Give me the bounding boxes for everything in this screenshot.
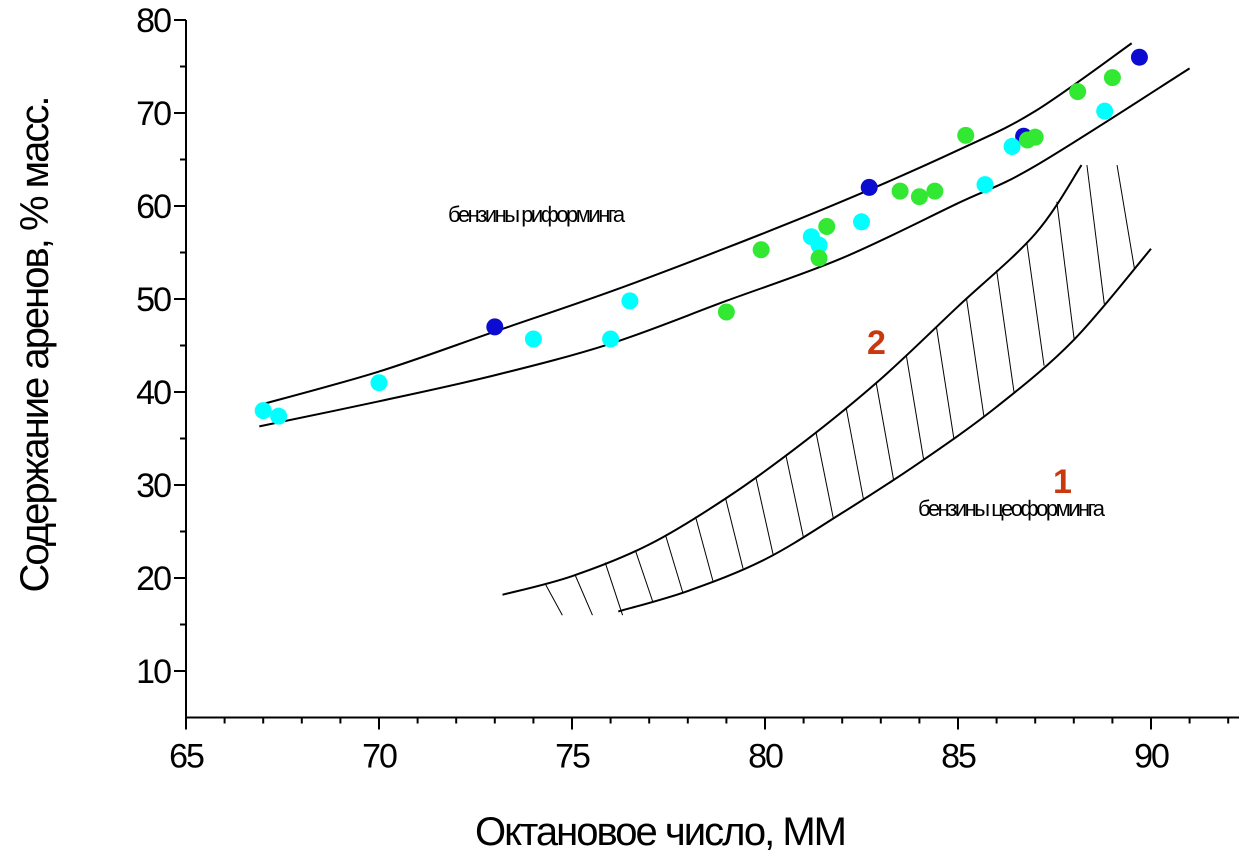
y-tick-label: 50 (136, 281, 171, 319)
zeoforming-lower-curve (618, 248, 1152, 613)
data-point (1096, 102, 1114, 120)
x-tick-label: 75 (555, 738, 590, 776)
hatch-line (1116, 164, 1135, 269)
data-point (1069, 83, 1087, 101)
hatch-line (905, 354, 925, 460)
data-point (810, 236, 828, 254)
y-tick-label: 20 (136, 560, 171, 598)
y-axis-title: Содержание аренов, % масс. (13, 98, 57, 593)
hatch-line (604, 562, 624, 616)
data-point (853, 213, 870, 231)
hatch-line (1026, 241, 1045, 366)
hatch-line (725, 498, 744, 569)
data-point (486, 318, 504, 336)
hatch-line (695, 516, 714, 581)
hatch-line (574, 574, 593, 616)
y-tick-label: 80 (136, 2, 171, 40)
data-point (910, 188, 928, 206)
data-point (602, 330, 620, 348)
x-tick-label: 70 (362, 738, 397, 776)
data-point (1130, 48, 1148, 66)
data-point (926, 182, 944, 200)
zeoforming-upper-curve (502, 164, 1083, 596)
data-point (976, 176, 994, 194)
hatch-line (815, 432, 834, 519)
data-point (1003, 137, 1021, 155)
band-number-2: 2 (867, 324, 886, 362)
hatch-line (965, 298, 985, 417)
x-tick-label: 85 (941, 738, 976, 776)
data-point (860, 178, 878, 196)
data-point (891, 182, 909, 200)
reforming-upper-curve (259, 42, 1133, 406)
axes: 10 20 30 40 50 60 70 80 65 70 75 80 85 90 (136, 2, 1239, 776)
data-point (810, 249, 828, 267)
x-tick-label: 65 (169, 738, 204, 776)
y-tick-label: 70 (136, 95, 171, 133)
reforming-lower-curve (259, 67, 1191, 428)
data-point (717, 303, 735, 321)
hatch-line (634, 550, 654, 602)
y-tick-label: 60 (136, 188, 171, 226)
y-tick-label: 10 (136, 653, 171, 691)
band-number-1: 1 (1053, 463, 1072, 501)
y-tick-label: 30 (136, 467, 171, 505)
hatch-line (935, 326, 955, 438)
hatch-line (755, 476, 774, 555)
zeoforming-band-label: бензины цеоформинга (918, 496, 1106, 521)
band-layer (259, 42, 1191, 616)
hatch-line (664, 534, 684, 593)
data-point (621, 292, 639, 310)
hatch-line (1056, 201, 1075, 340)
data-point (1026, 128, 1044, 146)
data-point (752, 241, 770, 259)
hatch-line (996, 270, 1015, 392)
data-point (254, 402, 272, 420)
hatch-line (875, 382, 895, 480)
data-point (1103, 69, 1121, 87)
hatch-line (1086, 165, 1105, 304)
hatch-line (845, 407, 864, 500)
y-tick-label: 40 (136, 374, 171, 412)
data-point (270, 407, 288, 425)
x-tick-label: 80 (748, 738, 783, 776)
data-point (957, 126, 975, 144)
data-point (370, 374, 388, 392)
x-axis-title: Октановое число, ММ (475, 810, 845, 854)
hatch-line (544, 583, 563, 616)
x-tick-label: 90 (1134, 738, 1169, 776)
data-points (254, 48, 1148, 425)
reforming-band-label: бензины риформинга (448, 202, 626, 227)
hatch-line (785, 454, 804, 537)
data-point (524, 330, 542, 348)
data-point (818, 217, 836, 235)
